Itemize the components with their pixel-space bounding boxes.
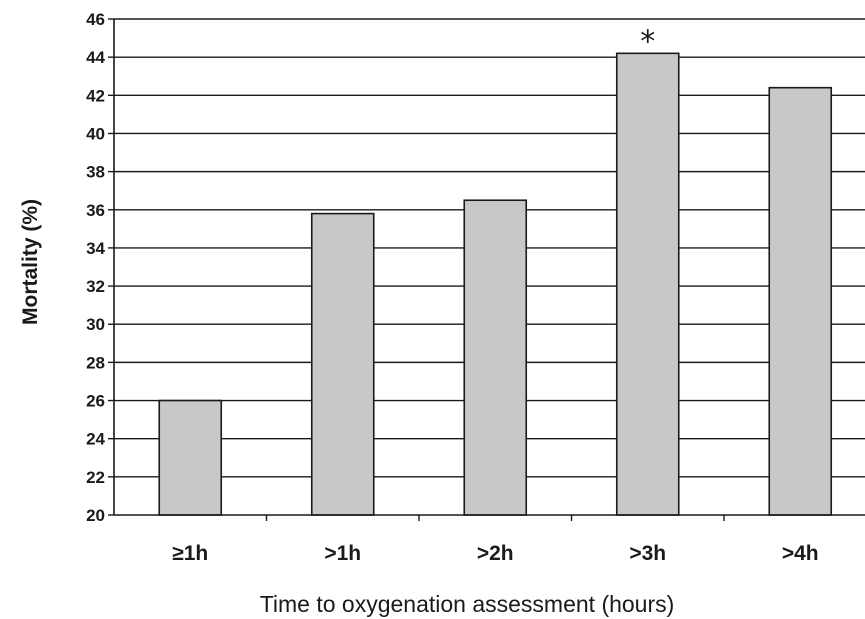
- annotations: *: [640, 24, 655, 59]
- y-tick-label: 40: [86, 124, 105, 143]
- y-tick-label: 34: [86, 239, 105, 258]
- y-tick-labels: 20 22 24 26 28 30 32 34 36 38 40 42 44 46: [86, 10, 105, 525]
- y-tick-label: 24: [86, 430, 105, 449]
- x-axis-title: Time to oxygenation assessment (hours): [260, 591, 675, 617]
- bar-4: [768, 86, 833, 516]
- y-tick-label: 20: [86, 506, 105, 525]
- bar-3: [615, 52, 680, 516]
- y-tick-label: 30: [86, 315, 105, 334]
- bar-1: [310, 212, 375, 516]
- y-tick-label: 22: [86, 468, 105, 487]
- x-category-label: >4h: [782, 542, 819, 565]
- y-tick-label: 44: [86, 48, 105, 67]
- y-tick-label: 32: [86, 277, 105, 296]
- x-category-label: >3h: [629, 542, 666, 565]
- x-category-label: >1h: [324, 542, 361, 565]
- y-tick-label: 26: [86, 392, 105, 411]
- y-tick-label: 28: [86, 353, 105, 372]
- bar-2: [463, 199, 528, 516]
- x-category-labels: ≥1h >1h >2h >3h >4h: [172, 542, 818, 565]
- x-category-label: >2h: [477, 542, 514, 565]
- axes: [108, 18, 865, 521]
- x-category-label: ≥1h: [172, 542, 208, 565]
- bar-0: [158, 399, 223, 516]
- y-axis-title: Mortality (%): [19, 199, 42, 325]
- y-tick-label: 36: [86, 201, 105, 220]
- bars: [158, 52, 833, 516]
- y-tick-label: 38: [86, 163, 105, 182]
- y-tick-label: 46: [86, 10, 105, 29]
- y-tick-label: 42: [86, 86, 105, 105]
- significance-asterisk: *: [640, 24, 655, 59]
